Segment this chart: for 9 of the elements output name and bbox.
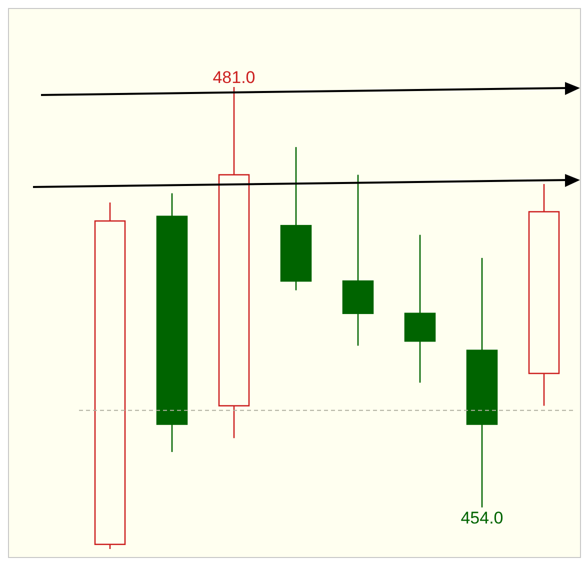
annotation: 454.0 [460,508,504,528]
candlestick [156,192,188,453]
candlestick [404,234,436,384]
candlestick [218,87,250,439]
candlestick [528,183,560,406]
candlestick [466,257,498,508]
annotation: 481.0 [212,68,256,87]
candlestick [342,174,374,346]
candlestick [280,146,312,291]
